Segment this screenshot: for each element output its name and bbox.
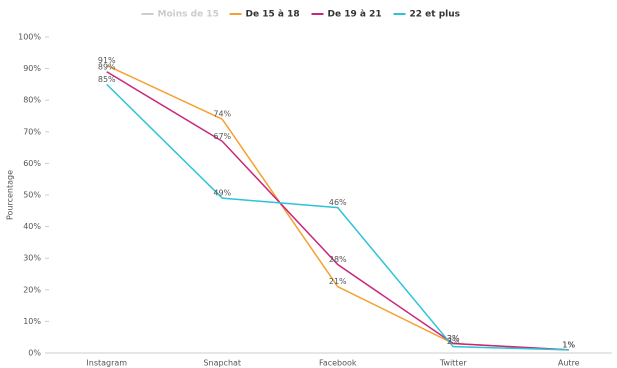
data-label: 1%	[562, 340, 575, 349]
data-label: 89%	[98, 62, 116, 71]
y-tick-label: 60%	[23, 159, 41, 168]
y-axis-label: Pourcentage	[6, 170, 15, 220]
legend-label: Moins de 15	[158, 10, 219, 20]
y-tick-label: 30%	[23, 254, 41, 263]
data-label: 67%	[213, 132, 231, 141]
data-label: 1%	[562, 340, 575, 349]
series-line	[106, 83, 569, 351]
legend-label: De 19 à 21	[328, 10, 382, 20]
data-label: 91%	[98, 56, 116, 65]
y-tick-label: 40%	[23, 222, 41, 231]
x-tick-label: Instagram	[86, 359, 127, 368]
x-tick-label: Snapchat	[203, 359, 241, 368]
y-tick-label: 70%	[23, 127, 41, 136]
data-label: 49%	[213, 189, 231, 198]
x-tick-label: Facebook	[319, 359, 357, 368]
y-tick-label: 50%	[23, 191, 41, 200]
legend-label: 22 et plus	[410, 10, 461, 20]
data-label: 3%	[447, 334, 460, 343]
y-tick-label: 90%	[23, 64, 41, 73]
legend-label: De 15 à 18	[246, 10, 300, 20]
y-tick-label: 80%	[23, 96, 41, 105]
y-tick-label: 0%	[28, 349, 41, 358]
data-label: 74%	[213, 110, 231, 119]
data-label: 21%	[329, 277, 347, 286]
y-tick-label: 20%	[23, 285, 41, 294]
data-label: 28%	[329, 255, 347, 264]
data-label: 1%	[562, 340, 575, 349]
series-line	[106, 71, 569, 351]
y-tick-label: 10%	[23, 317, 41, 326]
data-label: 46%	[329, 198, 347, 207]
data-label: 3%	[447, 334, 460, 343]
x-tick-label: Twitter	[439, 359, 468, 368]
x-tick-label: Autre	[558, 359, 580, 368]
data-label: 2%	[447, 337, 460, 346]
y-tick-label: 100%	[18, 33, 41, 42]
data-label: 85%	[98, 75, 116, 84]
